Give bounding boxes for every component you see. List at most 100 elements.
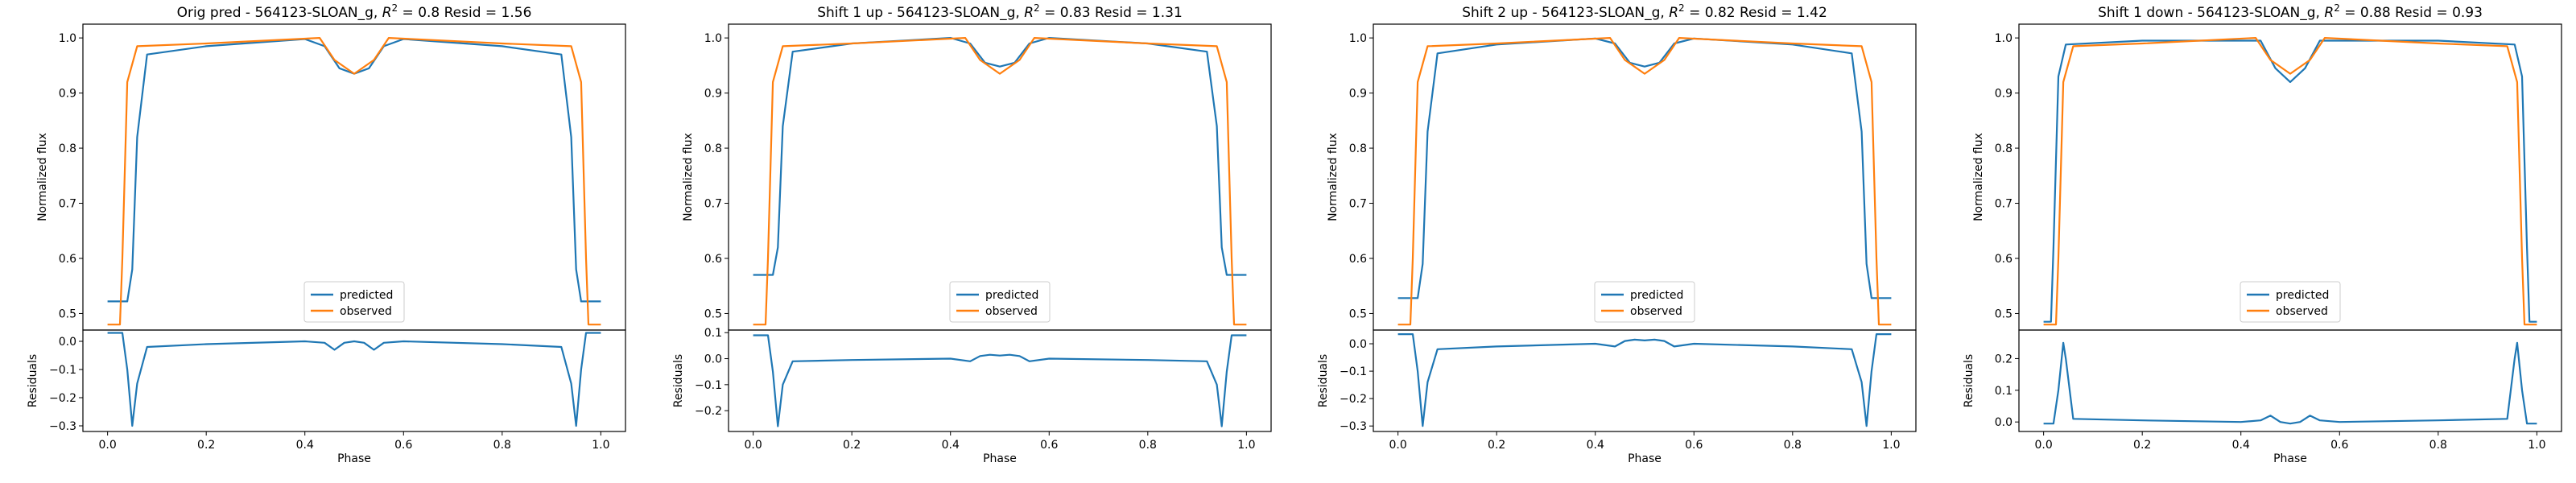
legend-label-observed: observed	[1630, 305, 1682, 318]
residual-y-tick-label: −0.3	[49, 420, 76, 433]
legend-box	[1594, 281, 1695, 323]
residual-axes-frame	[728, 329, 1272, 432]
flux-y-tick-label: 0.9	[704, 88, 722, 101]
residual-axes-frame	[2018, 329, 2562, 432]
legend-label-predicted: predicted	[340, 289, 393, 302]
residual-y-tick-label: −0.3	[1340, 420, 1367, 433]
series-line-observed	[107, 36, 601, 326]
residual-y-tick-label: −0.2	[49, 392, 76, 405]
flux-y-tick-label: 0.8	[59, 142, 76, 155]
title-suffix: = 0.8 Resid = 1.56	[398, 5, 531, 21]
flux-y-tick-label: 0.5	[1995, 308, 2013, 320]
flux-y-tick-label: 0.9	[1349, 88, 1367, 101]
residual-y-tick-label: −0.1	[695, 379, 722, 392]
title-prefix: Shift 2 up - 564123-SLOAN_g,	[1462, 5, 1669, 21]
x-tick-label: 0.8	[2429, 439, 2447, 452]
legend: predicted observed	[2240, 281, 2341, 323]
flux-y-tick-label: 0.7	[704, 198, 722, 211]
flux-y-tick-label: 0.6	[704, 253, 722, 266]
title-r2: R	[1669, 5, 1678, 21]
flux-y-tick-label: 0.7	[1349, 198, 1367, 211]
x-axis-label: Phase	[2273, 452, 2307, 465]
x-tick-label: 0.2	[843, 439, 861, 452]
x-axis-label: Phase	[983, 452, 1017, 465]
series-line-predicted	[753, 36, 1247, 276]
flux-y-tick-label: 0.9	[59, 88, 76, 101]
residual-y-tick-label: −0.2	[695, 405, 722, 418]
legend-label-observed: observed	[340, 305, 392, 318]
x-tick-label: 1.0	[2528, 439, 2545, 452]
flux-y-tick-label: 0.5	[59, 308, 76, 320]
title-r2-exponent: 2	[1678, 2, 1685, 14]
x-tick-label: 0.6	[1685, 439, 1703, 452]
series-line-observed	[753, 36, 1247, 326]
residual-y-tick-label: 0.1	[1995, 385, 2013, 398]
x-tick-label: 0.4	[942, 439, 960, 452]
x-tick-label: 0.4	[1587, 439, 1604, 452]
x-axis-label: Phase	[1628, 452, 1662, 465]
title-prefix: Shift 1 down - 564123-SLOAN_g,	[2098, 5, 2324, 21]
flux-y-tick-label: 0.9	[1995, 88, 2013, 101]
residual-y-axis-label: Residuals	[672, 354, 685, 407]
x-tick-label: 0.0	[99, 439, 117, 452]
series-line-predicted	[107, 38, 601, 303]
residual-axes-frame	[1373, 329, 1917, 432]
residual-y-axis-label: Residuals	[27, 354, 39, 407]
residual-line	[107, 332, 601, 427]
residual-y-axis-label: Residuals	[1317, 354, 1330, 407]
title-suffix: = 0.82 Resid = 1.42	[1685, 5, 1827, 21]
flux-y-axis-label: Normalized flux	[1327, 133, 1340, 221]
residual-y-tick-label: 0.1	[704, 327, 722, 340]
x-tick-label: 0.4	[296, 439, 314, 452]
residual-y-tick-label: 0.0	[1349, 338, 1367, 351]
x-tick-label: 1.0	[592, 439, 609, 452]
x-tick-label: 0.0	[1389, 439, 1407, 452]
flux-y-tick-label: 0.6	[59, 253, 76, 266]
flux-y-tick-label: 0.6	[1995, 253, 2013, 266]
title-r2: R	[382, 5, 392, 21]
legend-label-predicted: predicted	[985, 289, 1038, 302]
flux-y-tick-label: 0.6	[1349, 253, 1367, 266]
series-line-observed	[1397, 36, 1892, 326]
chart-title: Shift 2 up - 564123-SLOAN_g, R2 = 0.82 R…	[1462, 2, 1827, 21]
x-tick-label: 0.2	[197, 439, 215, 452]
title-suffix: = 0.88 Resid = 0.93	[2340, 5, 2483, 21]
residual-y-tick-label: −0.1	[1340, 365, 1367, 378]
x-axis-label: Phase	[337, 452, 371, 465]
legend: predicted observed	[1594, 281, 1695, 323]
chart-title: Shift 1 down - 564123-SLOAN_g, R2 = 0.88…	[2098, 2, 2483, 21]
residual-line	[1397, 333, 1892, 427]
x-tick-label: 0.0	[745, 439, 762, 452]
residual-y-axis-label: Residuals	[1963, 354, 1975, 407]
residual-axes-frame	[82, 329, 626, 432]
flux-y-tick-label: 1.0	[1349, 32, 1367, 45]
title-r2-exponent: 2	[1034, 2, 1040, 14]
title-suffix: = 0.83 Resid = 1.31	[1040, 5, 1183, 21]
legend-label-predicted: predicted	[2276, 289, 2329, 302]
residual-y-tick-label: −0.2	[1340, 393, 1367, 406]
legend-box	[949, 281, 1051, 323]
series-line-predicted	[2043, 39, 2537, 323]
flux-y-axis-label: Normalized flux	[1972, 133, 1985, 221]
x-tick-label: 0.8	[1784, 439, 1802, 452]
legend-label-predicted: predicted	[1630, 289, 1683, 302]
flux-y-tick-label: 1.0	[59, 32, 76, 45]
title-r2: R	[2324, 5, 2334, 21]
flux-y-tick-label: 0.8	[1349, 142, 1367, 155]
flux-y-tick-label: 1.0	[1995, 32, 2013, 45]
x-tick-label: 0.6	[2330, 439, 2348, 452]
legend-label-observed: observed	[2276, 305, 2328, 318]
residual-y-tick-label: −0.1	[49, 364, 76, 377]
chart-1: Orig pred - 564123-SLOAN_g, R2 = 0.8 Res…	[27, 2, 626, 465]
legend-box	[303, 281, 405, 323]
chart-title: Orig pred - 564123-SLOAN_g, R2 = 0.8 Res…	[177, 2, 532, 21]
series-line-observed	[2043, 36, 2537, 326]
series-line-predicted	[1397, 37, 1892, 299]
flux-y-tick-label: 0.8	[1995, 142, 2013, 155]
legend: predicted observed	[303, 281, 405, 323]
title-r2-exponent: 2	[392, 2, 398, 14]
title-prefix: Shift 1 up - 564123-SLOAN_g,	[817, 5, 1024, 21]
flux-y-tick-label: 1.0	[704, 32, 722, 45]
title-prefix: Orig pred - 564123-SLOAN_g,	[177, 5, 382, 21]
